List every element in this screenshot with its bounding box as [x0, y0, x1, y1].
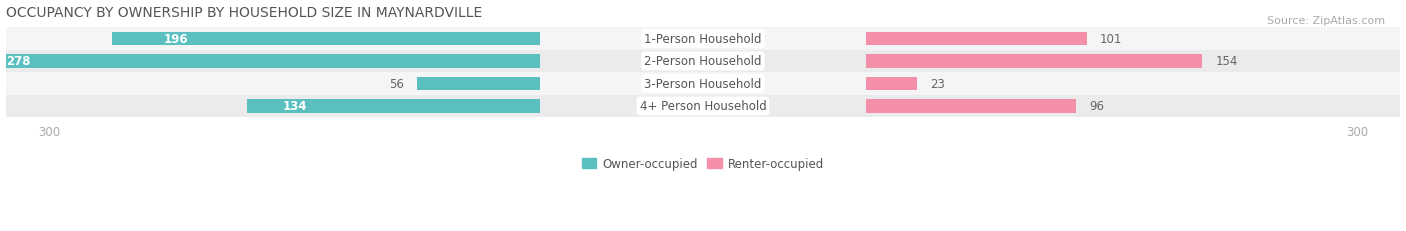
Text: 101: 101: [1099, 33, 1122, 46]
Text: 23: 23: [929, 78, 945, 91]
Bar: [866, 100, 1076, 113]
Bar: [247, 100, 540, 113]
Bar: [6, 51, 1400, 73]
Text: 1-Person Household: 1-Person Household: [644, 33, 762, 46]
Text: 3-Person Household: 3-Person Household: [644, 78, 762, 91]
Legend: Owner-occupied, Renter-occupied: Owner-occupied, Renter-occupied: [578, 152, 828, 175]
Text: 4+ Person Household: 4+ Person Household: [640, 100, 766, 113]
Text: Source: ZipAtlas.com: Source: ZipAtlas.com: [1267, 16, 1385, 26]
Bar: [6, 95, 1400, 118]
Bar: [866, 55, 1202, 69]
Bar: [6, 73, 1400, 95]
Text: OCCUPANCY BY OWNERSHIP BY HOUSEHOLD SIZE IN MAYNARDVILLE: OCCUPANCY BY OWNERSHIP BY HOUSEHOLD SIZE…: [6, 6, 482, 19]
Text: 56: 56: [389, 78, 405, 91]
Bar: [0, 55, 540, 69]
Bar: [112, 32, 540, 46]
Text: 134: 134: [283, 100, 307, 113]
Bar: [866, 77, 917, 91]
Text: 278: 278: [7, 55, 31, 68]
Text: 2-Person Household: 2-Person Household: [644, 55, 762, 68]
Text: 154: 154: [1215, 55, 1237, 68]
Text: 96: 96: [1088, 100, 1104, 113]
Bar: [866, 32, 1087, 46]
Bar: [418, 77, 540, 91]
Bar: [6, 28, 1400, 51]
Text: 196: 196: [163, 33, 188, 46]
